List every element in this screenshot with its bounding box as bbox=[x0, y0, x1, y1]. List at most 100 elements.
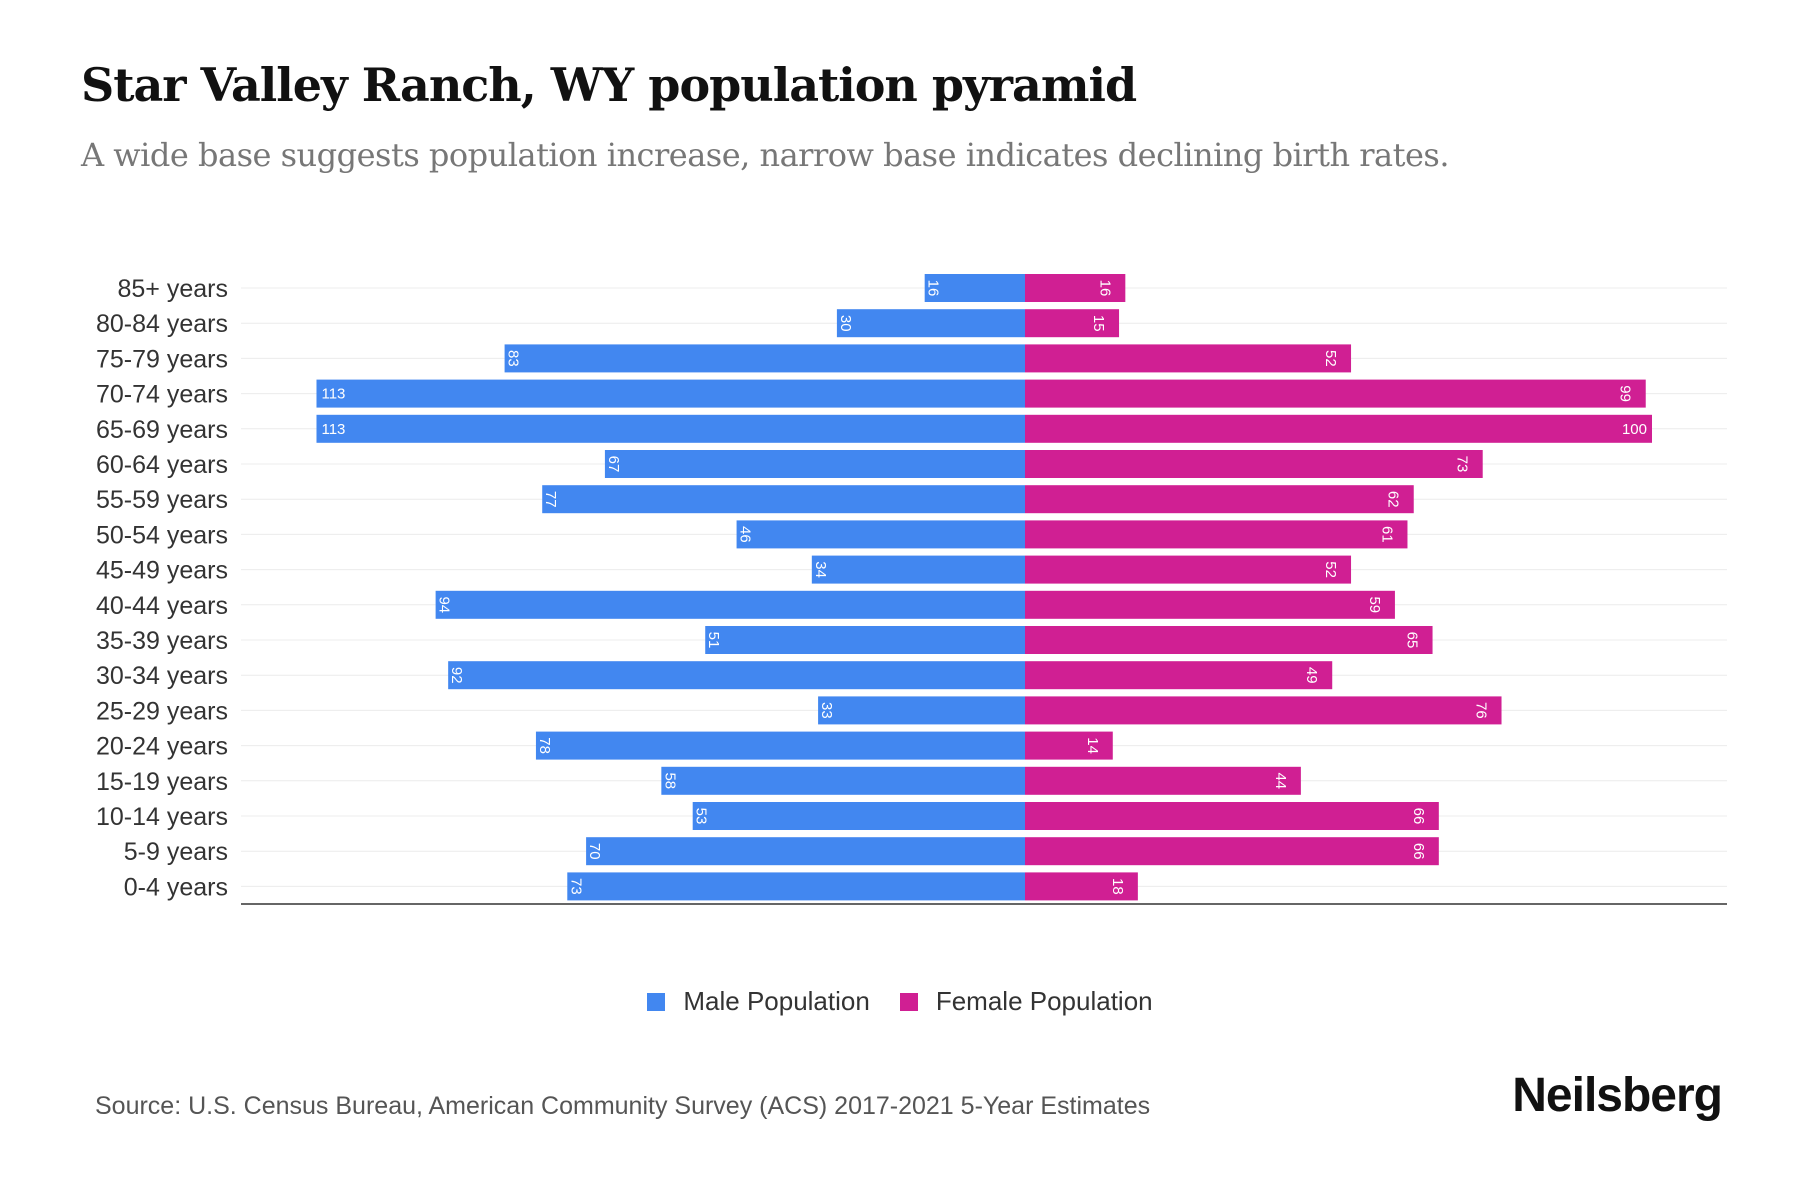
data-label: 67 bbox=[605, 456, 622, 473]
category-label: 0-4 years bbox=[124, 873, 228, 901]
category-label: 25-29 years bbox=[96, 697, 228, 725]
female-bar bbox=[1025, 731, 1113, 760]
data-label: 30 bbox=[837, 315, 854, 332]
category-label: 10-14 years bbox=[96, 803, 228, 831]
data-label: 59 bbox=[1366, 596, 1383, 613]
legend-swatch-female bbox=[899, 992, 918, 1011]
female-bar bbox=[1025, 590, 1395, 619]
male-bar bbox=[836, 309, 1025, 338]
data-label: 53 bbox=[693, 808, 710, 825]
male-bar bbox=[448, 661, 1025, 690]
data-label: 92 bbox=[448, 667, 465, 684]
data-label: 78 bbox=[536, 737, 553, 754]
female-bar bbox=[1025, 309, 1120, 338]
category-label: 5-9 years bbox=[124, 838, 228, 866]
male-bar bbox=[542, 485, 1025, 514]
female-bar bbox=[1025, 696, 1502, 725]
data-label: 16 bbox=[925, 280, 942, 297]
category-label: 80-84 years bbox=[96, 310, 228, 338]
male-bar bbox=[435, 590, 1025, 619]
female-bar bbox=[1025, 555, 1352, 584]
female-bar bbox=[1025, 872, 1138, 901]
data-label: 83 bbox=[505, 350, 522, 367]
chart-title: Star Valley Ranch, WY population pyramid bbox=[81, 58, 1137, 112]
male-bar bbox=[736, 520, 1025, 549]
chart-subtitle: A wide base suggests population increase… bbox=[81, 136, 1449, 174]
data-label: 77 bbox=[542, 491, 559, 508]
female-bar bbox=[1025, 274, 1126, 302]
category-label: 50-54 years bbox=[96, 521, 228, 549]
data-label: 33 bbox=[818, 702, 835, 719]
neilsberg-logo[interactable]: Neilsberg bbox=[1512, 1069, 1723, 1122]
data-label: 99 bbox=[1617, 385, 1634, 402]
category-label: 85+ years bbox=[118, 275, 229, 303]
female-bar bbox=[1025, 661, 1333, 690]
legend-label-male: Male Population bbox=[683, 986, 870, 1016]
data-label: 73 bbox=[1454, 456, 1471, 473]
category-label: 45-49 years bbox=[96, 557, 228, 585]
data-label: 58 bbox=[661, 772, 678, 789]
category-label: 55-59 years bbox=[96, 486, 228, 514]
male-bar bbox=[818, 696, 1025, 725]
female-bar bbox=[1025, 450, 1483, 478]
data-label: 44 bbox=[1272, 772, 1289, 789]
data-label: 46 bbox=[737, 526, 754, 543]
female-bar bbox=[1025, 766, 1301, 795]
male-bar bbox=[811, 555, 1025, 584]
data-label: 70 bbox=[586, 843, 603, 860]
category-label: 40-44 years bbox=[96, 592, 228, 620]
female-bar bbox=[1025, 626, 1433, 654]
data-label: 61 bbox=[1378, 526, 1395, 543]
data-label: 76 bbox=[1473, 702, 1490, 719]
category-label: 20-24 years bbox=[96, 733, 228, 761]
data-label: 94 bbox=[436, 596, 453, 613]
data-label: 51 bbox=[705, 632, 722, 649]
data-label: 66 bbox=[1410, 843, 1427, 860]
female-bar bbox=[1025, 520, 1408, 549]
male-bar bbox=[535, 731, 1025, 760]
data-label: 62 bbox=[1385, 491, 1402, 508]
category-label: 75-79 years bbox=[96, 345, 228, 373]
female-bar bbox=[1025, 837, 1439, 866]
data-label: 113 bbox=[321, 386, 345, 403]
category-label: 15-19 years bbox=[96, 768, 228, 796]
data-label: 18 bbox=[1109, 878, 1126, 895]
male-bar bbox=[692, 802, 1025, 830]
data-label: 100 bbox=[1622, 421, 1647, 438]
category-label: 60-64 years bbox=[96, 451, 228, 479]
male-bar bbox=[504, 344, 1026, 373]
data-label: 113 bbox=[321, 421, 345, 438]
category-label: 70-74 years bbox=[96, 381, 228, 409]
male-bar bbox=[567, 872, 1025, 901]
category-label: 65-69 years bbox=[96, 416, 228, 444]
legend-item-male[interactable]: Male Population bbox=[647, 986, 870, 1017]
male-bar bbox=[586, 837, 1025, 866]
female-bar bbox=[1025, 802, 1439, 830]
legend-swatch-male bbox=[647, 992, 666, 1011]
data-label: 52 bbox=[1322, 350, 1339, 367]
data-label: 66 bbox=[1410, 808, 1427, 825]
male-bar bbox=[705, 626, 1025, 654]
legend-label-female: Female Population bbox=[935, 986, 1153, 1016]
category-label: 35-39 years bbox=[96, 627, 228, 655]
female-bar bbox=[1025, 344, 1352, 373]
data-label: 52 bbox=[1322, 561, 1339, 578]
female-bar bbox=[1025, 414, 1652, 443]
male-bar bbox=[604, 450, 1025, 478]
legend: Male Population Female Population bbox=[0, 986, 1800, 1017]
category-label: 30-34 years bbox=[96, 662, 228, 690]
data-label: 34 bbox=[812, 561, 829, 578]
female-bar bbox=[1025, 485, 1414, 514]
male-bar bbox=[924, 274, 1025, 302]
data-label: 49 bbox=[1303, 667, 1320, 684]
data-label: 14 bbox=[1084, 737, 1101, 754]
source-note: Source: U.S. Census Bureau, American Com… bbox=[95, 1092, 1151, 1120]
data-label: 15 bbox=[1090, 315, 1107, 332]
data-label: 65 bbox=[1404, 632, 1421, 649]
male-bar bbox=[661, 766, 1025, 795]
legend-item-female[interactable]: Female Population bbox=[899, 986, 1153, 1017]
female-bar bbox=[1025, 379, 1646, 408]
male-bar bbox=[316, 379, 1025, 408]
population-pyramid-chart: 85+ years 16 16 80-84 years 30 15 75-79 years 8… bbox=[96, 274, 1727, 905]
male-bar bbox=[316, 414, 1025, 443]
